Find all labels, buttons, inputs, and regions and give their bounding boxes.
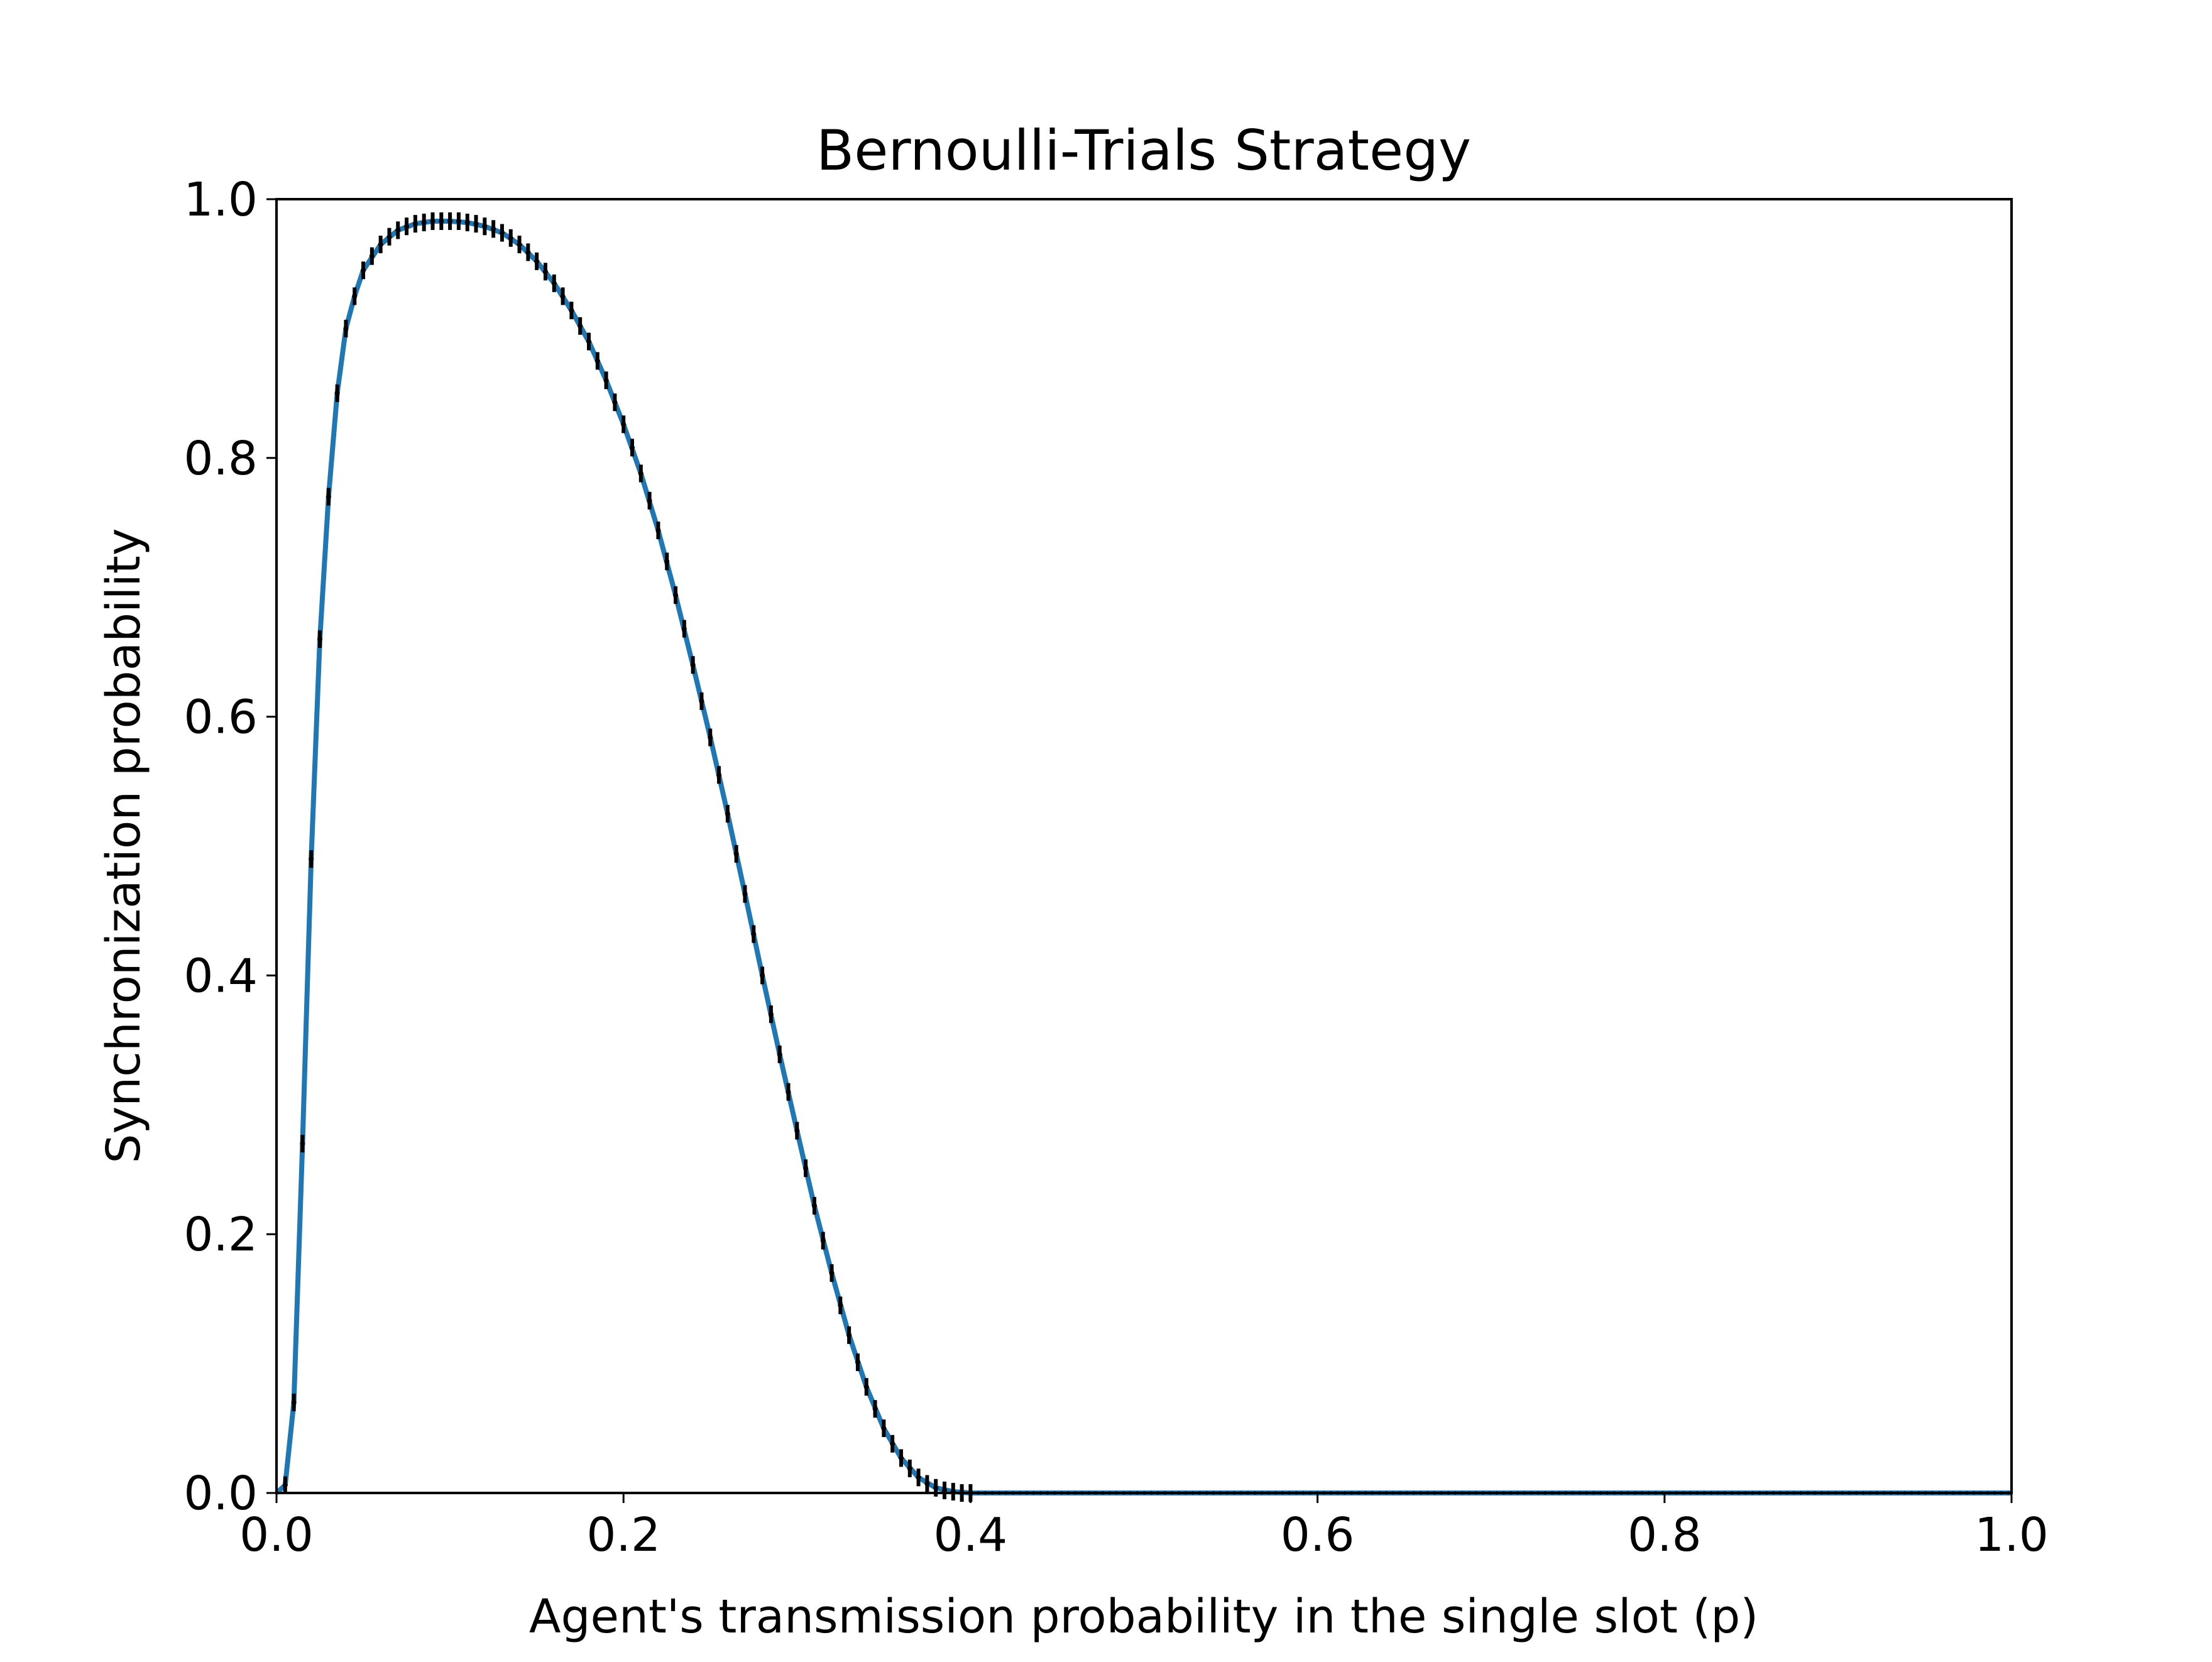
data-point (664, 552, 670, 571)
data-point (872, 1400, 878, 1418)
data-point (647, 491, 652, 510)
data-point (681, 620, 687, 638)
data-point (404, 217, 410, 236)
data-point (725, 805, 730, 823)
data-point (456, 212, 461, 231)
data-point (412, 215, 418, 233)
data-point (742, 885, 748, 903)
data-point (395, 221, 401, 239)
data-point (464, 214, 470, 232)
data-point (542, 263, 548, 281)
data-point (447, 212, 453, 231)
plot-frame (275, 198, 2013, 1494)
data-point (612, 393, 618, 412)
data-point (673, 586, 679, 604)
x-tick-label: 0.2 (586, 1508, 660, 1562)
data-point (811, 1196, 817, 1215)
x-axis: 0.0 0.2 0.4 0.6 0.8 1.0 (239, 1493, 2049, 1562)
data-point (300, 1135, 305, 1153)
data-point (881, 1419, 887, 1438)
data-point (898, 1449, 904, 1467)
data-point (638, 464, 643, 483)
x-tick-label: 0.6 (1281, 1508, 1355, 1562)
data-point (863, 1378, 869, 1396)
data-point (838, 1296, 843, 1315)
data-point (699, 692, 704, 710)
x-tick-label: 0.0 (239, 1508, 314, 1562)
y-tick-label: 0.6 (183, 691, 258, 745)
data-point (482, 217, 488, 236)
data-point (534, 252, 540, 270)
data-point (578, 317, 583, 335)
data-point (594, 352, 600, 370)
data-point (794, 1122, 800, 1140)
data-point (941, 1481, 947, 1499)
data-point (924, 1475, 930, 1493)
data-point (708, 728, 713, 746)
chart-title: Bernoulli-Trials Strategy (816, 118, 1471, 183)
data-point (508, 229, 513, 247)
data-point (378, 236, 383, 254)
data-point (282, 1476, 288, 1494)
data-point (820, 1232, 826, 1250)
data-point (655, 522, 661, 540)
data-point (768, 1005, 774, 1024)
data-point (777, 1045, 782, 1063)
data-point (586, 332, 591, 351)
data-point (517, 236, 522, 254)
y-tick-label: 0.8 (183, 432, 258, 486)
data-point (421, 214, 427, 232)
data-point (916, 1468, 921, 1487)
data-point (855, 1353, 860, 1372)
data-point (343, 319, 349, 337)
data-point (751, 925, 757, 943)
data-point (716, 766, 722, 784)
data-point (525, 243, 531, 261)
data-point (309, 850, 314, 868)
x-tick-label: 0.4 (934, 1508, 1008, 1562)
data-point (621, 415, 627, 434)
data-point (603, 371, 609, 390)
data-point (907, 1459, 912, 1477)
data-point (690, 656, 696, 674)
data-point (803, 1159, 809, 1178)
data-point (352, 287, 358, 305)
x-axis-label: Agent's transmission probability in the … (529, 1590, 1758, 1644)
data-point (369, 247, 375, 265)
y-tick-label: 0.2 (183, 1208, 258, 1262)
plot-background (276, 199, 2012, 1493)
data-point (491, 220, 496, 238)
x-tick-label: 0.8 (1628, 1508, 1702, 1562)
y-tick-label: 0.0 (183, 1467, 258, 1521)
data-point (760, 966, 765, 985)
data-point (560, 287, 566, 305)
data-point (829, 1264, 835, 1282)
plot-area (275, 198, 2013, 1502)
y-axis: 0.0 0.2 0.4 0.6 0.8 1.0 (183, 173, 276, 1521)
data-point (551, 274, 557, 292)
data-point (950, 1482, 956, 1501)
data-point (439, 212, 444, 231)
y-tick-label: 0.4 (183, 949, 258, 1003)
data-point (630, 439, 635, 457)
data-point (334, 384, 340, 402)
data-point (430, 212, 435, 231)
data-point (386, 227, 392, 246)
data-point (499, 224, 505, 242)
data-point (846, 1326, 852, 1344)
data-point (733, 845, 739, 863)
data-point (326, 488, 331, 506)
data-point (569, 302, 574, 320)
data-point (291, 1393, 297, 1411)
data-point (317, 630, 323, 648)
y-tick-label: 1.0 (183, 173, 258, 227)
y-axis-label: Synchronization probability (97, 528, 151, 1163)
x-tick-label: 1.0 (1974, 1508, 2049, 1562)
data-point (786, 1083, 791, 1101)
data-point (890, 1435, 895, 1453)
data-point (361, 261, 366, 280)
data-point (473, 215, 479, 233)
